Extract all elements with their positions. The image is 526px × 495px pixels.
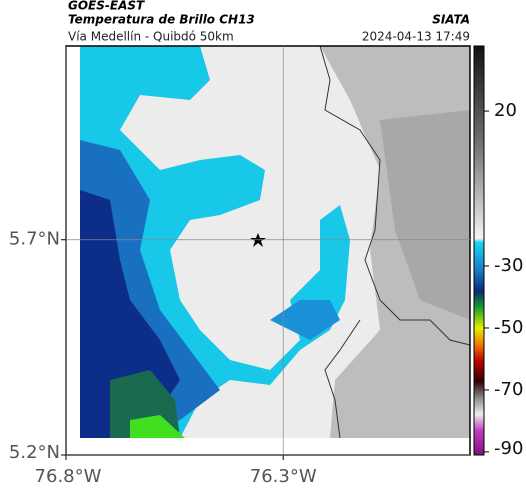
colorbar-tick-label: -30 [494,255,523,276]
colorbar-tick-label: -90 [494,438,523,459]
colorbar-tick-label: -50 [494,317,523,338]
y-tick-label: 5.7°N [9,229,60,250]
subtitle: Vía Medellín - Quibdó 50km [68,30,234,44]
axes: 76.8°W 76.3°W 5.7°N 5.2°N 20 -30 -50 -70 -90 [9,46,523,487]
satellite-image [80,46,470,438]
x-tick-label: 76.8°W [35,466,102,487]
org: SIATA [432,13,470,27]
colorbar-tick-label: 20 [494,100,517,121]
colorbar [473,45,485,456]
x-tick-label: 76.3°W [250,466,317,487]
timestamp: 2024-04-13 17:49 [362,30,470,44]
source: GOES-EAST [68,0,145,13]
title: Temperatura de Brillo CH13 [68,13,255,27]
colorbar-tick-label: -70 [494,379,523,400]
y-tick-label: 5.2°N [9,442,60,463]
